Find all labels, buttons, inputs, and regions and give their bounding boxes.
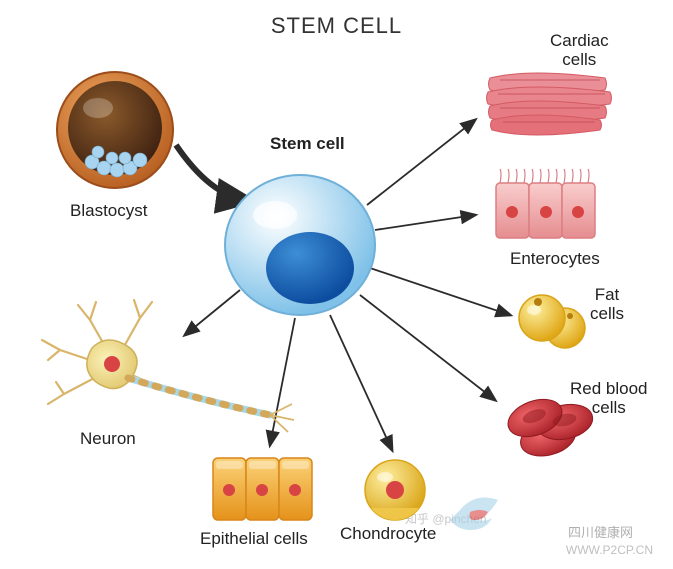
chondrocyte-icon xyxy=(365,460,425,520)
epithelial-icon xyxy=(213,458,312,520)
neuron-icon xyxy=(42,300,294,432)
rbc-icon xyxy=(503,392,596,461)
fat-icon xyxy=(519,295,585,348)
arrow-to-neuron xyxy=(185,290,240,335)
stem-cell-icon xyxy=(225,175,375,315)
arrow-to-enterocytes xyxy=(375,215,475,230)
cardiac-icon xyxy=(487,73,612,135)
arrow-blastocyst-to-stem xyxy=(176,145,246,200)
arrow-to-chondrocyte xyxy=(330,315,392,450)
arrow-to-fat xyxy=(370,268,510,315)
arrow-to-cardiac xyxy=(367,120,475,205)
arrow-to-rbc xyxy=(360,295,495,400)
blastocyst-icon xyxy=(57,72,173,188)
watermark-bird-icon xyxy=(450,498,498,530)
enterocytes-icon xyxy=(496,169,595,238)
diagram-svg xyxy=(0,0,673,569)
